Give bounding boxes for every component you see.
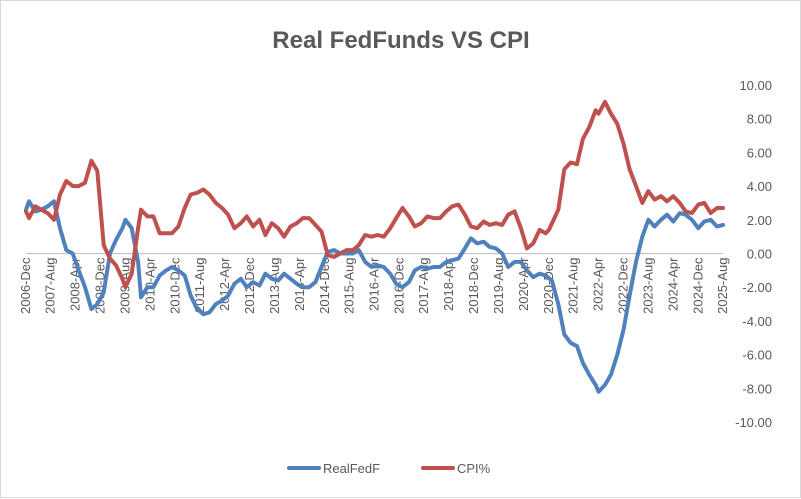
y-tick-label: -2.00 [742,280,772,295]
x-tick-label: 2006-Dec [18,257,33,314]
y-tick-label: 2.00 [747,213,772,228]
x-tick-label: 2013-Aug [267,258,282,314]
x-axis-labels: 2006-Dec 2007-Aug 2008-Apr 2008-Dec 2009-Aug… [18,257,730,314]
legend-label: RealFedF [323,461,380,476]
series-line-realfedf [24,199,725,394]
x-tick-label: 2018-Apr [441,257,456,311]
x-tick-label: 2010-Dec [167,257,182,314]
y-tick-label: -10.00 [735,415,772,430]
y-tick-label: 0.00 [747,247,772,262]
series-line-cpi [24,99,725,290]
legend: RealFedF CPI% [287,461,491,476]
x-tick-label: 2023-Aug [640,258,655,314]
y-tick-label: 10.00 [739,78,772,93]
y-tick-label: 8.00 [747,112,772,127]
x-tick-label: 2017-Aug [416,258,431,314]
x-tick-label: 2014-Dec [317,257,332,314]
x-tick-label: 2025-Aug [715,258,730,314]
y-tick-label: -8.00 [742,381,772,396]
x-tick-label: 2016-Apr [367,257,382,311]
x-tick-label: 2018-Dec [466,257,481,314]
x-tick-label: 2020-Dec [541,257,556,314]
y-tick-label: -6.00 [742,348,772,363]
y-tick-label: 4.00 [747,179,772,194]
legend-label: CPI% [457,461,491,476]
x-tick-label: 2015-Aug [341,258,356,314]
x-tick-label: 2024-Dec [690,257,705,314]
x-tick-label: 2011-Aug [192,258,207,313]
x-tick-label: 2024-Apr [665,257,680,311]
y-tick-label: 6.00 [747,145,772,160]
x-tick-label: 2021-Aug [566,258,581,314]
x-tick-label: 2010-Apr [142,257,157,311]
y-tick-label: -4.00 [742,314,772,329]
y-axis-labels: 10.00 8.00 6.00 4.00 2.00 0.00 -2.00 -4.00 -6.00… [735,78,772,430]
x-tick-label: 2008-Dec [93,257,108,314]
x-tick-label: 2007-Aug [43,258,58,314]
chart-title: Real FedFunds VS CPI [272,27,529,54]
x-tick-label: 2022-Apr [591,257,606,311]
series-lines [24,99,725,394]
x-tick-label: 2019-Aug [491,258,506,314]
